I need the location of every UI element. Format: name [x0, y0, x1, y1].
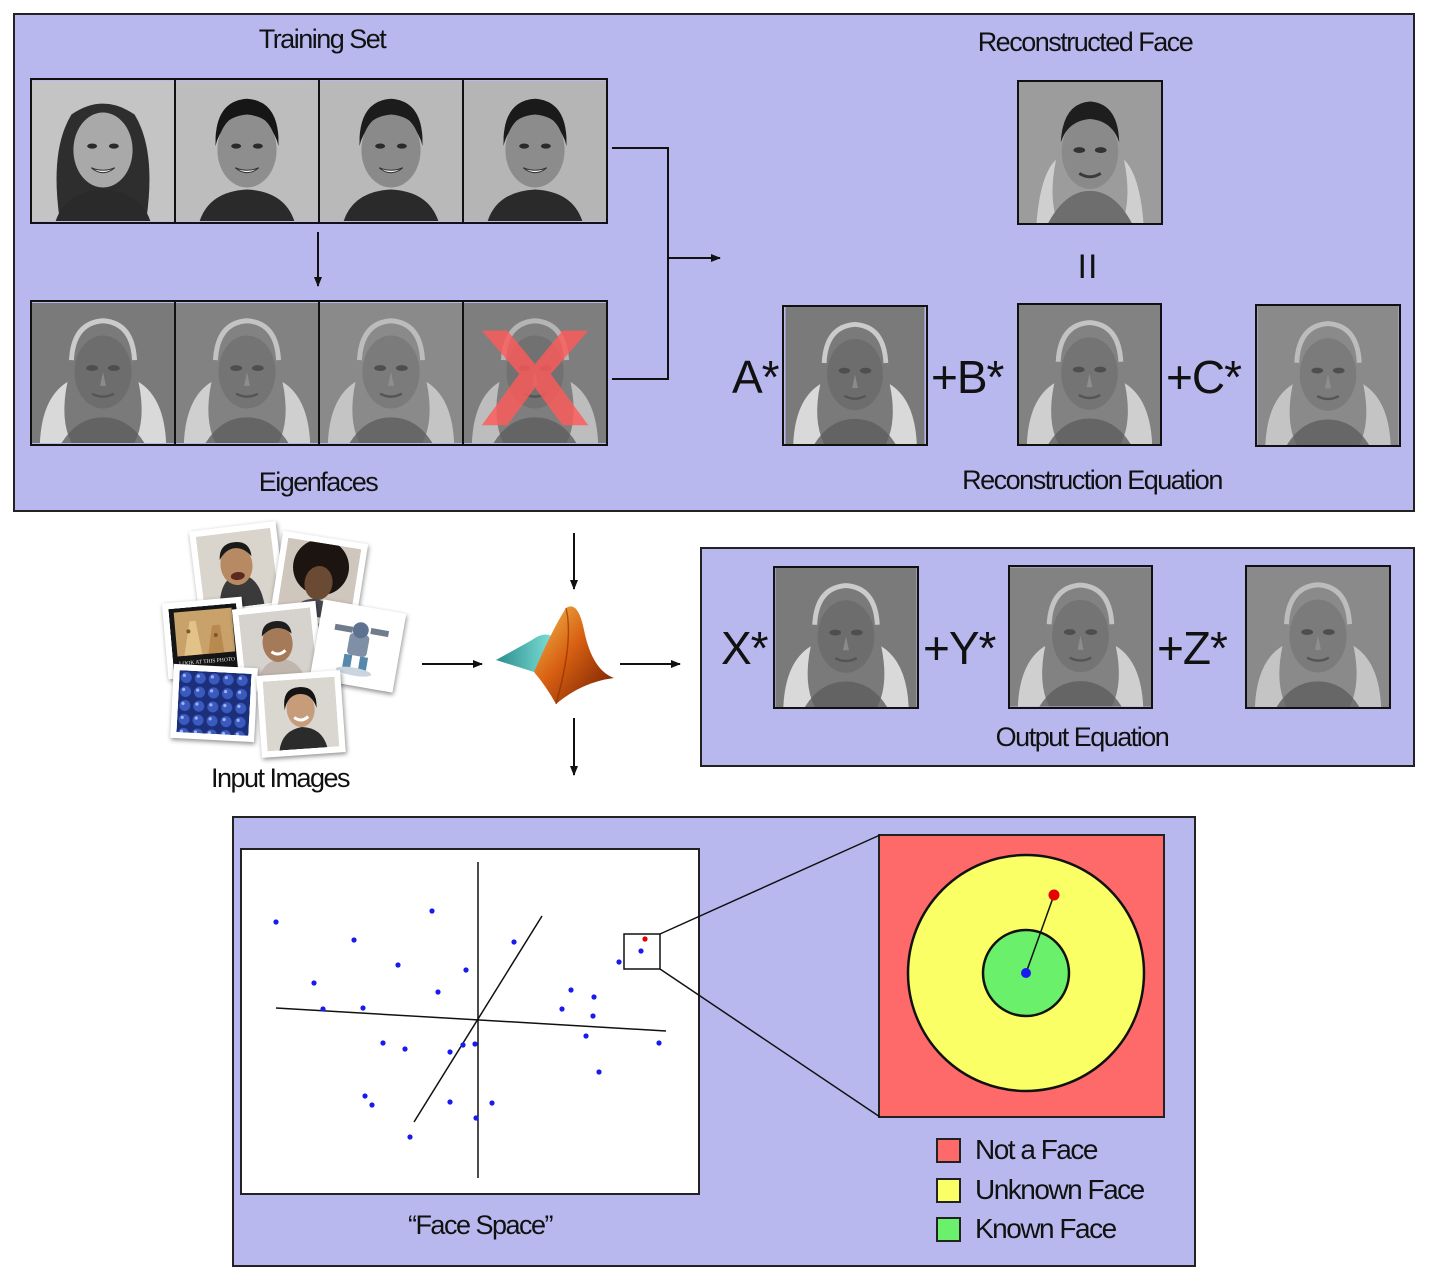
eigenfaces-label: Eigenfaces — [258, 467, 379, 497]
legend-swatch-red — [936, 1137, 961, 1163]
input-photo-smiling-man — [231, 600, 325, 694]
reconstruction-eigenface-3 — [1255, 304, 1401, 447]
input-images-label: Input Images — [210, 763, 351, 793]
coefficient-y: +Y* — [923, 622, 996, 674]
coefficient-x: X* — [721, 622, 769, 674]
legend-swatch-yellow — [936, 1177, 961, 1203]
known-face-center-point — [1021, 968, 1031, 978]
reconstruction-eigenface-1 — [782, 305, 928, 446]
reconstruction-eigenface-2 — [1017, 303, 1162, 446]
eigenface-4 — [462, 300, 608, 446]
reconstructed-face — [1017, 80, 1163, 225]
input-photo-giraffe: LOOK AT THIS PHOTO — [161, 596, 249, 680]
face-space-label: “Face Space” — [407, 1210, 554, 1240]
output-equation-label: Output Equation — [995, 722, 1170, 752]
giraffe-photo-caption: LOOK AT THIS PHOTO — [179, 656, 235, 667]
training-face-1 — [30, 78, 176, 224]
input-photo-robot — [309, 599, 407, 693]
output-eigenface-3 — [1245, 565, 1391, 709]
input-photo-angry-face — [189, 521, 286, 618]
legend-label-unknown-face: Unknown Face — [975, 1174, 1145, 1205]
training-face-2 — [174, 78, 320, 224]
legend-label-known-face: Known Face — [975, 1213, 1117, 1244]
coefficient-z: +Z* — [1157, 622, 1228, 674]
equals-sign: II — [1077, 248, 1099, 286]
legend-swatch-green — [936, 1216, 961, 1242]
face-space-plot — [240, 848, 700, 1195]
training-face-4 — [462, 78, 608, 224]
eigenface-3 — [318, 300, 464, 446]
reconstructed-face-label: Reconstructed Face — [977, 27, 1194, 57]
legend-not-a-face: Not a Face — [936, 1134, 1098, 1166]
output-eigenface-1 — [773, 566, 919, 709]
coefficient-a: A* — [732, 351, 780, 403]
output-eigenface-2 — [1008, 565, 1153, 709]
discard-x-icon — [481, 330, 589, 426]
input-photo-smiling-woman — [256, 670, 346, 758]
training-face-3 — [318, 78, 464, 224]
coefficient-b: +B* — [931, 351, 1004, 403]
legend-label-not-a-face: Not a Face — [975, 1134, 1098, 1165]
test-face-point — [1048, 889, 1060, 901]
matlab-logo-icon — [494, 600, 616, 710]
threshold-diagram — [878, 834, 1165, 1118]
eigenface-1 — [30, 300, 176, 446]
eigenface-2 — [174, 300, 320, 446]
legend-unknown-face: Unknown Face — [936, 1174, 1145, 1206]
training-set-label: Training Set — [258, 24, 387, 54]
legend-known-face: Known Face — [936, 1213, 1117, 1245]
reconstruction-equation-label: Reconstruction Equation — [962, 465, 1223, 495]
input-photo-blueberries — [170, 663, 258, 743]
coefficient-c: +C* — [1166, 351, 1242, 403]
